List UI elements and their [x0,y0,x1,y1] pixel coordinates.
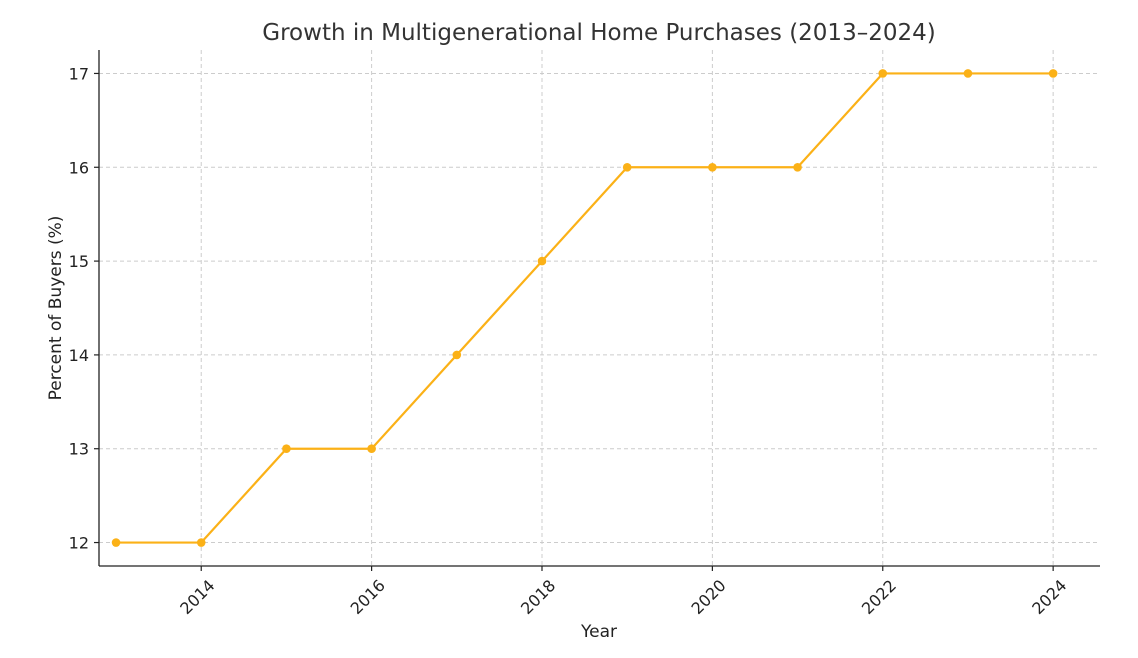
data-point [196,538,206,547]
y-tick-label: 16 [69,158,89,177]
data-point [1048,69,1058,78]
x-tick-label: 2014 [176,576,218,618]
y-axis-label: Percent of Buyers (%) [46,216,66,401]
data-point [878,69,888,78]
y-tick-label: 15 [69,252,89,271]
data-point [622,162,632,172]
data-point [793,162,802,172]
y-tick-label: 13 [69,440,89,459]
data-point [537,256,547,266]
x-tick-label: 2024 [1028,576,1070,618]
data-point [111,538,121,547]
gridlines [99,50,1100,566]
data-point [708,162,717,172]
data-series [111,69,1058,547]
y-tick-label: 12 [69,534,89,553]
x-tick-label: 2022 [858,576,900,618]
data-point [963,69,973,78]
y-tick-label: 17 [69,64,89,83]
y-tick-label: 14 [69,346,89,365]
x-tick-label: 2020 [687,576,729,618]
x-tick-label: 2018 [517,576,559,618]
axes: 12 13 14 15 16 17 2014 2016 2018 2020 2022 2024 [69,50,1100,618]
x-tick-label: 2016 [347,576,389,618]
chart-title: Growth in Multigenerational Home Purchas… [262,20,935,46]
series-line [116,72,1054,544]
data-point [282,444,291,454]
data-point [367,444,376,454]
data-point [452,350,462,360]
x-axis-label: Year [580,622,617,642]
